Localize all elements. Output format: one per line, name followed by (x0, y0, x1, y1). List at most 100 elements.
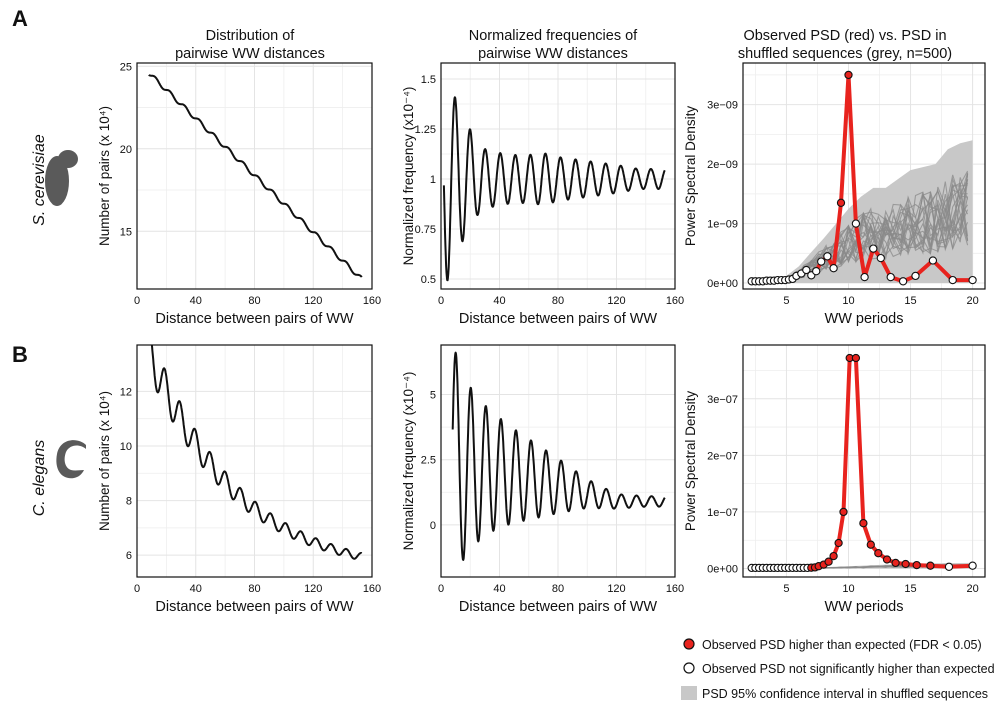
observed-point (860, 272, 869, 282)
plot-frame (440, 62, 676, 290)
x-tick-label: 40 (493, 583, 505, 595)
y-tick-label: 2e−07 (707, 450, 738, 462)
x-axis-label: Distance between pairs of WW (459, 311, 658, 327)
y-tick-label: 0.5 (421, 274, 436, 286)
x-axis-label: WW periods (825, 311, 904, 327)
x-tick-label: 40 (190, 583, 202, 595)
y-tick-label: 0e+00 (707, 564, 738, 576)
col1-title-line1: Distribution of (206, 28, 296, 44)
y-tick-label: 1.5 (421, 74, 436, 86)
plot-area (751, 356, 973, 570)
chart-b2: 0 40 80 120 160 0 2.5 5 Distance between pairs o… (401, 344, 684, 615)
observed-point-significant (839, 507, 848, 517)
observed-point-significant (866, 540, 875, 549)
x-tick-label: 20 (966, 295, 978, 307)
x-tick-label: 80 (552, 295, 564, 307)
y-tick-label: 25 (120, 61, 132, 73)
col2-title-line1: Normalized frequencies of (469, 28, 638, 44)
x-axis-label: Distance between pairs of WW (155, 311, 354, 327)
observed-point-significant (912, 560, 921, 570)
observed-point (823, 252, 832, 261)
observed-point-significant (882, 555, 892, 564)
x-tick-label: 120 (304, 583, 322, 595)
observed-point (812, 267, 821, 276)
x-tick-label: 0 (134, 583, 140, 595)
y-axis-label: Power Spectral Density (683, 391, 698, 532)
x-tick-label: 0 (134, 295, 140, 307)
y-tick-label: 6 (126, 550, 132, 562)
x-tick-label: 10 (842, 583, 854, 595)
x-tick-label: 160 (666, 295, 684, 307)
y-tick-label: 3e−09 (707, 100, 738, 112)
y-tick-label: 1e−07 (707, 507, 738, 519)
observed-point (968, 561, 977, 570)
series-line (451, 351, 666, 561)
organism-label-a: S. cerevisiae (31, 134, 48, 226)
observed-point-significant (874, 549, 883, 558)
plot-frame (742, 62, 986, 290)
x-tick-label: 80 (248, 583, 260, 595)
legend-label-ci: PSD 95% confidence interval in shuffled … (702, 687, 988, 701)
observed-point (968, 275, 977, 285)
observed-point-significant (844, 70, 853, 80)
observed-point (802, 265, 811, 275)
x-tick-label: 40 (493, 295, 505, 307)
panel-label-a: A (12, 6, 28, 31)
yeast-icon (45, 150, 78, 206)
plot-area (451, 351, 666, 561)
legend-label-significant: Observed PSD higher than expected (FDR <… (702, 638, 982, 652)
observed-point (928, 256, 938, 265)
legend-marker-not-significant (683, 662, 695, 674)
series-line (148, 74, 363, 278)
worm-icon (56, 440, 86, 479)
observed-psd-line (751, 356, 973, 570)
x-tick-label: 20 (966, 583, 978, 595)
ci-band (751, 140, 973, 284)
plot-area (148, 74, 363, 278)
plot-frame (742, 344, 986, 578)
x-tick-label: 120 (304, 295, 322, 307)
observed-point-significant (834, 538, 843, 548)
observed-point (817, 257, 826, 266)
x-axis-label: Distance between pairs of WW (459, 599, 658, 615)
col2-title-line2: pairwise WW distances (478, 46, 628, 62)
gridlines (440, 63, 676, 289)
x-tick-label: 15 (904, 295, 916, 307)
legend: Observed PSD higher than expected (FDR <… (681, 638, 995, 701)
observed-point (869, 244, 878, 253)
x-tick-label: 80 (248, 295, 260, 307)
x-tick-label: 160 (363, 583, 381, 595)
observed-point-significant (926, 561, 935, 570)
chart-a1: 0 40 80 120 160 15 20 25 Distance between pairs … (97, 61, 381, 327)
observed-point (829, 264, 838, 273)
y-tick-label: 1 (430, 174, 436, 186)
series-line (150, 345, 363, 560)
x-tick-label: 5 (783, 295, 789, 307)
x-tick-label: 80 (552, 583, 564, 595)
plot-frame (136, 344, 373, 578)
y-tick-label: 0e+00 (707, 278, 738, 290)
chart-b1: 0 40 80 120 160 6 8 10 12 Distance between pairs … (97, 344, 381, 615)
x-axis-label: Distance between pairs of WW (155, 599, 354, 615)
legend-marker-significant (683, 638, 695, 650)
legend-marker-ci (681, 686, 697, 700)
y-tick-label: 2e−09 (707, 159, 738, 171)
plot-frame (136, 62, 373, 290)
observed-point-significant (859, 519, 868, 528)
observed-point (851, 219, 861, 228)
x-tick-label: 160 (666, 583, 684, 595)
col3-title-line1: Observed PSD (red) vs. PSD in (743, 28, 946, 44)
observed-point (948, 275, 957, 285)
y-tick-label: 0.75 (415, 224, 436, 236)
x-axis-label: WW periods (825, 599, 904, 615)
observed-point-significant (824, 557, 833, 566)
x-tick-label: 15 (904, 583, 916, 595)
x-tick-label: 120 (607, 295, 625, 307)
gridlines (136, 345, 373, 577)
col1-title-line2: pairwise WW distances (175, 46, 325, 62)
chart-b3: 5 10 15 20 0e+00 1e−07 2e−07 3e−07 WW periods Pow… (683, 344, 986, 615)
x-tick-label: 5 (783, 583, 789, 595)
observed-point-significant (851, 353, 861, 363)
y-axis-label: Normalized frequency (x10⁻⁴) (401, 372, 416, 551)
y-tick-label: 1e−09 (707, 219, 738, 231)
